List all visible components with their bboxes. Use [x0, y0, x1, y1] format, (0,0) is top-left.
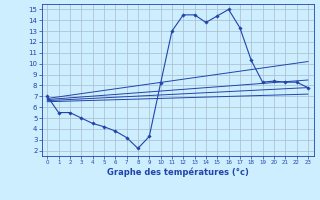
X-axis label: Graphe des températures (°c): Graphe des températures (°c) — [107, 168, 249, 177]
